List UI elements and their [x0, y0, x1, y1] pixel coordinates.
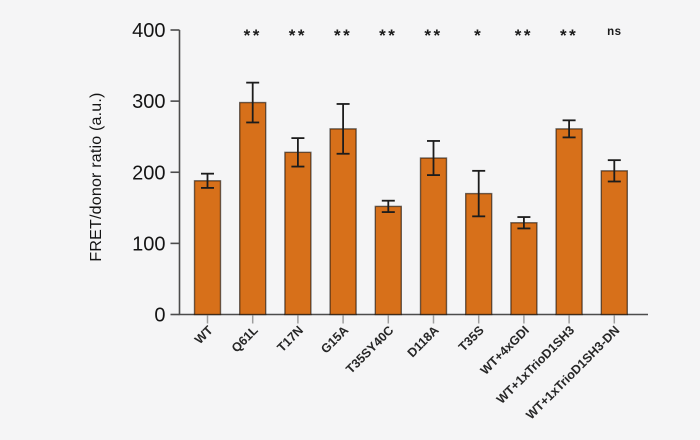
bar-t17n	[284, 151, 312, 316]
bar-q61l	[238, 101, 267, 316]
bar-t35sy40c	[374, 205, 402, 316]
bar-wt-1xtriod1sh3	[555, 128, 583, 316]
significance-label-q61l: **	[244, 26, 262, 45]
significance-label-t35s: *	[474, 26, 483, 45]
x-tick-label-t17n: T17N	[274, 323, 306, 355]
significance-label-t35sy40c: **	[379, 26, 397, 45]
significance-label-wt-4xgdi: **	[515, 26, 533, 45]
y-tick-label: 0	[154, 305, 165, 327]
significance-label-g15a: **	[334, 26, 352, 45]
x-tick-label-g15a: G15A	[318, 323, 351, 356]
bar-d118a	[419, 157, 448, 316]
x-tick-label-t35sy40c: T35SY40C	[343, 323, 396, 376]
bar-g15a	[329, 128, 357, 316]
x-tick-label-q61l: Q61L	[229, 323, 261, 355]
y-tick-label: 100	[132, 233, 165, 255]
y-tick-label: 200	[132, 162, 165, 184]
y-tick-label: 300	[132, 91, 165, 113]
x-tick-label-wt: WT	[192, 323, 216, 347]
significance-label-t17n: **	[289, 26, 307, 45]
bar-wt-4xgdi	[510, 222, 538, 316]
x-tick-label-wt-1xtriod1sh3: WT+1xTrioD1SH3	[494, 323, 577, 406]
x-tick-label-d118a: D118A	[405, 323, 442, 360]
x-tick-label-wt-1xtriod1sh3-dn: WT+1xTrioD1SH3-DN	[523, 323, 622, 422]
significance-label-d118a: **	[424, 26, 442, 45]
y-tick-label: 400	[132, 20, 165, 42]
significance-label-wt-1xtriod1sh3-dn: ns	[607, 26, 621, 38]
bar-wt-1xtriod1sh3-dn	[600, 170, 628, 316]
x-tick-label-t35s: T35S	[456, 323, 487, 354]
bar-wt	[193, 180, 222, 316]
significance-label-wt-1xtriod1sh3: **	[560, 26, 578, 45]
